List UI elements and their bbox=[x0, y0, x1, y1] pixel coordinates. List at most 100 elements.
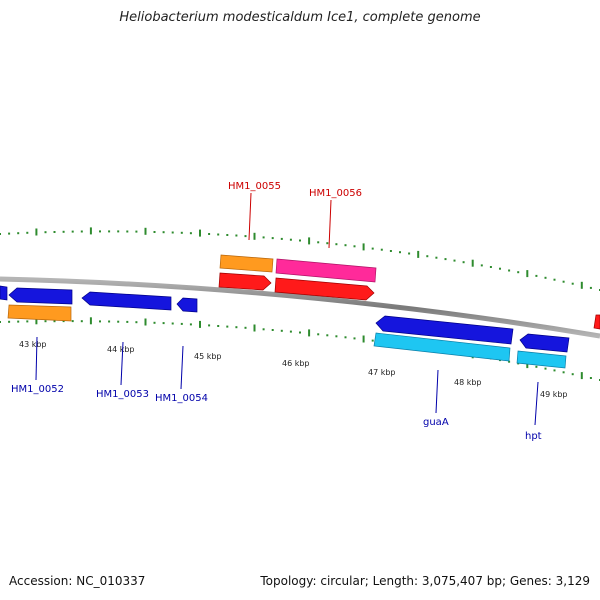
forward-tick bbox=[417, 250, 420, 258]
forward-tick bbox=[553, 278, 556, 281]
reverse-tick bbox=[280, 329, 283, 332]
accession-text: Accession: NC_010337 bbox=[9, 574, 146, 588]
forward-tick bbox=[544, 276, 547, 279]
forward-tick bbox=[462, 261, 465, 264]
reverse-tick bbox=[535, 365, 538, 368]
forward-tick bbox=[162, 231, 165, 234]
forward-tick bbox=[189, 232, 192, 235]
reverse-tick bbox=[126, 320, 129, 323]
scale-label-43kbp: 43 kbp bbox=[19, 340, 47, 349]
reverse-tick bbox=[162, 322, 165, 325]
reverse-tick bbox=[235, 326, 238, 329]
reverse-tick bbox=[0, 321, 1, 323]
gene-arrow-offscreen-right[interactable] bbox=[593, 314, 600, 330]
gene-arrow-hm1-0055[interactable] bbox=[218, 272, 272, 291]
forward-tick bbox=[408, 252, 411, 255]
reverse-tick bbox=[562, 371, 565, 374]
gene-bar-guaA-cds[interactable] bbox=[373, 332, 511, 362]
gene-label-hm1-0055[interactable]: HM1_0055 bbox=[228, 181, 281, 192]
forward-tick bbox=[299, 239, 301, 242]
forward-tick bbox=[562, 280, 565, 283]
reverse-tick bbox=[17, 320, 20, 323]
forward-tick bbox=[8, 232, 11, 235]
forward-tick bbox=[453, 259, 456, 262]
genome-backbone bbox=[0, 276, 600, 339]
leader-line-hm1-0052 bbox=[35, 336, 38, 381]
forward-tick bbox=[26, 231, 29, 234]
leader-line-hm1-0054 bbox=[180, 345, 184, 390]
forward-tick bbox=[353, 245, 356, 248]
reverse-tick bbox=[353, 337, 356, 340]
forward-tick bbox=[580, 281, 583, 289]
gene-arrow-hm1-0052[interactable] bbox=[8, 287, 73, 305]
forward-tick bbox=[371, 247, 374, 250]
reverse-tick bbox=[153, 321, 156, 324]
reverse-tick bbox=[508, 360, 511, 363]
reverse-tick bbox=[371, 339, 374, 342]
forward-tick bbox=[335, 243, 338, 246]
gene-arrow-guaA[interactable] bbox=[375, 315, 514, 345]
gene-arrow-offscreen-left[interactable] bbox=[0, 285, 8, 301]
forward-tick bbox=[35, 228, 38, 236]
forward-tick bbox=[435, 256, 438, 259]
reverse-tick bbox=[108, 320, 111, 323]
reverse-tick bbox=[308, 329, 311, 337]
reverse-tick bbox=[262, 328, 265, 331]
reverse-tick bbox=[171, 322, 174, 325]
leader-line-guaA bbox=[435, 369, 439, 414]
forward-tick-row bbox=[0, 227, 600, 291]
gene-arrow-hm1-0053[interactable] bbox=[81, 291, 172, 311]
gene-label-hm1-0052[interactable]: HM1_0052 bbox=[11, 384, 64, 395]
reverse-tick bbox=[526, 361, 529, 369]
gene-label-hm1-0056[interactable]: HM1_0056 bbox=[309, 188, 362, 199]
gene-label-hm1-0054[interactable]: HM1_0054 bbox=[155, 393, 208, 404]
forward-tick bbox=[362, 243, 365, 251]
forward-tick bbox=[44, 231, 47, 234]
reverse-tick bbox=[89, 317, 92, 325]
forward-tick bbox=[380, 248, 383, 251]
forward-tick bbox=[89, 227, 92, 235]
reverse-tick bbox=[199, 320, 201, 328]
forward-tick bbox=[80, 230, 83, 233]
gene-label-guaA[interactable]: guaA bbox=[423, 417, 449, 428]
scale-labels: 43 kbp 44 kbp 45 kbp 46 kbp 47 kbp 48 kb… bbox=[19, 340, 568, 399]
leader-line-hm1-0053 bbox=[120, 341, 124, 386]
forward-tick bbox=[153, 231, 156, 233]
forward-tick bbox=[126, 230, 129, 233]
reverse-tick bbox=[80, 320, 83, 323]
reverse-tick bbox=[62, 320, 65, 323]
forward-tick bbox=[308, 237, 311, 245]
forward-tick bbox=[17, 232, 20, 235]
gene-arrow-hm1-0054[interactable] bbox=[176, 297, 198, 313]
forward-gene-labels: HM1_0055 HM1_0056 bbox=[228, 181, 362, 249]
reverse-tick bbox=[35, 317, 38, 325]
gene-arrow-hpt[interactable] bbox=[519, 333, 570, 353]
forward-tick bbox=[180, 231, 183, 234]
forward-tick bbox=[244, 235, 247, 238]
forward-tick bbox=[99, 230, 101, 233]
forward-tick bbox=[0, 233, 1, 235]
gene-label-hpt[interactable]: hpt bbox=[525, 431, 542, 442]
gene-arrow-hm1-0056[interactable] bbox=[274, 277, 375, 301]
forward-tick bbox=[426, 255, 429, 258]
gene-bar-hpt-cds[interactable] bbox=[516, 350, 567, 369]
gene-bar-hm1-0056-cds[interactable] bbox=[275, 258, 377, 283]
leader-line-hpt bbox=[534, 381, 539, 426]
forward-tick bbox=[289, 238, 292, 241]
forward-tick bbox=[199, 229, 201, 237]
gene-bar-hm1-0055-cds[interactable] bbox=[219, 254, 274, 273]
reverse-tick bbox=[26, 320, 29, 323]
gene-bar-hm1-0052-cds[interactable] bbox=[7, 304, 72, 322]
reverse-tick bbox=[317, 333, 320, 336]
forward-tick bbox=[217, 233, 220, 236]
forward-tick bbox=[144, 227, 147, 235]
reverse-tick bbox=[217, 325, 220, 327]
scale-label-45kbp: 45 kbp bbox=[194, 352, 222, 361]
reverse-tick bbox=[335, 335, 338, 338]
gene-label-hm1-0053[interactable]: HM1_0053 bbox=[96, 389, 149, 400]
map-title: Heliobacterium modesticaldum Ice1, compl… bbox=[119, 10, 481, 25]
reverse-tick bbox=[144, 318, 147, 326]
reverse-tick bbox=[44, 320, 47, 323]
reverse-tick bbox=[53, 320, 56, 323]
